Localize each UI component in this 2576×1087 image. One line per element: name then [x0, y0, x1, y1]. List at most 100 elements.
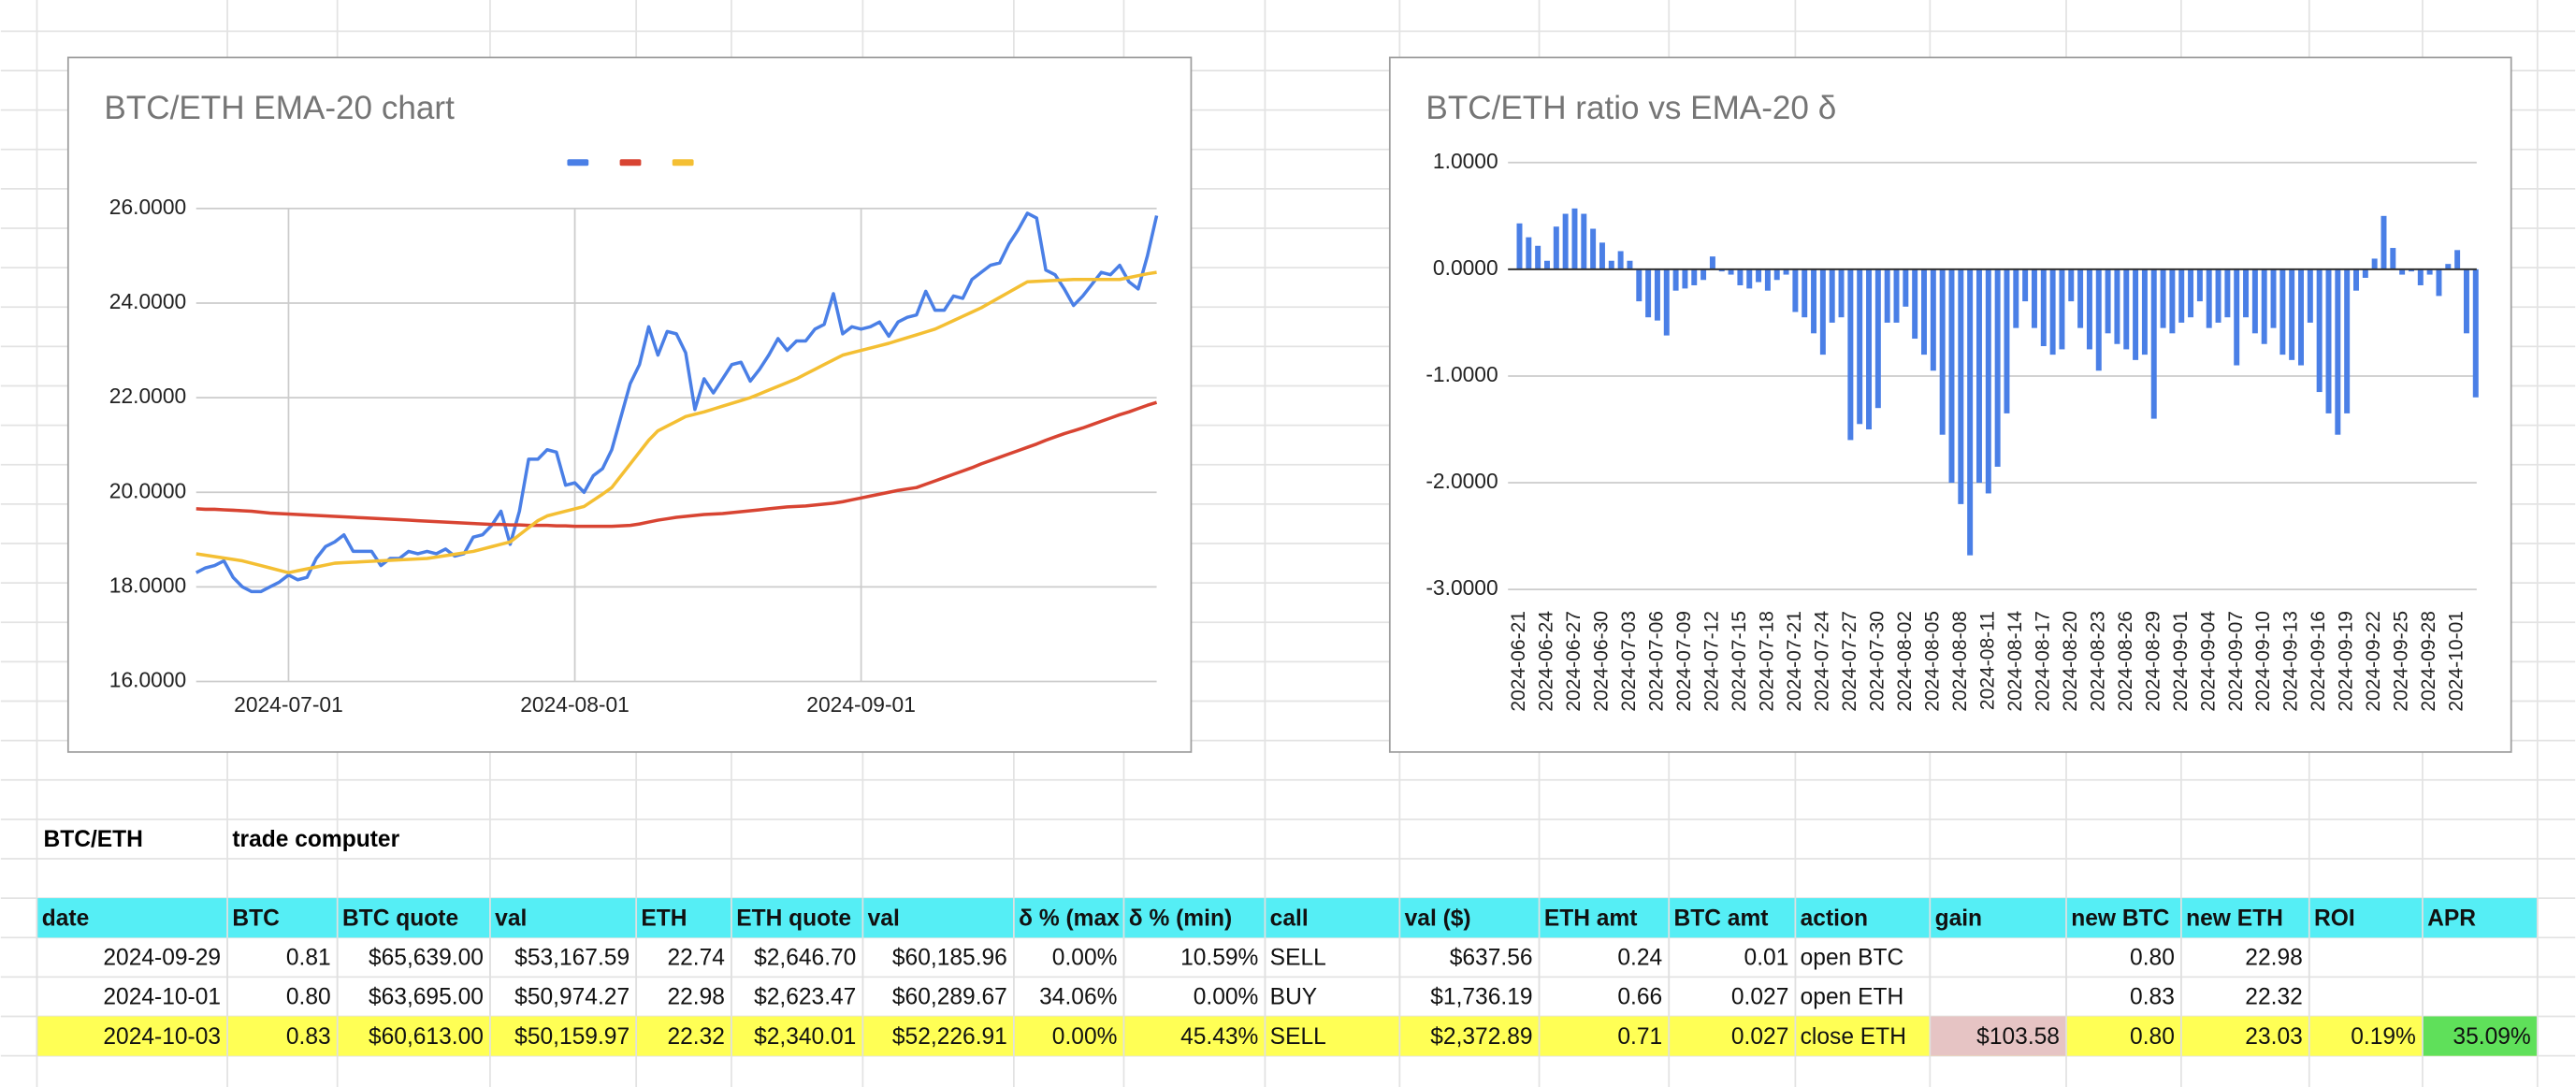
table-cell: 0.81 [286, 946, 331, 971]
bar [1802, 268, 1808, 318]
bar [1608, 260, 1614, 269]
x-tick-label: 2024-06-21 [1508, 611, 1529, 712]
bar [2243, 268, 2250, 318]
bar [1627, 260, 1633, 269]
header-cell: action [1801, 906, 1868, 931]
table-cell: 22.74 [667, 946, 724, 971]
table-cell: $60,185.96 [892, 946, 1007, 971]
bar [1975, 268, 1982, 484]
bar [1516, 223, 1523, 269]
header-cell: new BTC [2071, 906, 2169, 931]
bar [2307, 268, 2313, 323]
x-tick-label: 2024-07-15 [1729, 611, 1750, 712]
bar [1535, 245, 1541, 269]
bar [1663, 268, 1670, 336]
header-cell: new ETH [2186, 906, 2283, 931]
bar [2169, 268, 2176, 334]
header-cell: δ % (max [1019, 906, 1120, 931]
bar [1764, 268, 1771, 291]
table-cell: 0.00% [1052, 1024, 1118, 1050]
bar [2160, 268, 2166, 328]
line-series [195, 211, 1159, 594]
bar [2150, 268, 2157, 419]
x-tick-label: 2024-09-04 [2197, 611, 2219, 712]
table-cell: 45.43% [1180, 1024, 1258, 1050]
header-cell: val [495, 906, 527, 931]
bar [2049, 268, 2056, 355]
bar [1718, 268, 1725, 272]
bar [2188, 268, 2194, 318]
bar [1654, 268, 1660, 321]
bar [2261, 268, 2267, 344]
table-cell: $60,613.00 [369, 1024, 484, 1050]
bar [1994, 268, 2001, 467]
table-cell: 0.66 [1617, 985, 1662, 1010]
bar [1700, 268, 1707, 281]
header-cell: BTC amt [1673, 906, 1768, 931]
bar [1930, 268, 1936, 371]
table-cell: $2,646.70 [754, 946, 856, 971]
bar [1948, 268, 1955, 484]
table-cell: 0.01 [1744, 946, 1789, 971]
y-tick-label: 26.0000 [109, 195, 186, 219]
table-cell: 0.83 [2130, 985, 2175, 1010]
table-cell: $2,372.89 [1430, 1024, 1532, 1050]
bar [1636, 268, 1643, 302]
table-cell: $637.56 [1450, 946, 1533, 971]
table-cell: SELL [1270, 1024, 1326, 1050]
table-cell: $2,340.01 [754, 1024, 856, 1050]
table-cell: $103.58 [1976, 1024, 2060, 1050]
bar [1553, 226, 1559, 269]
chart-title: BTC/ETH ratio vs EMA-20 δ [1425, 90, 1836, 126]
sheet-name: BTC/ETH [43, 827, 142, 852]
bar [1590, 228, 1597, 269]
y-tick-label: 16.0000 [109, 667, 186, 691]
bar [2040, 268, 2047, 347]
table-cell: $52,226.91 [892, 1024, 1007, 1050]
table-cell: 0.24 [1617, 946, 1662, 971]
bar [2426, 268, 2433, 275]
header-cell: ETH [641, 906, 687, 931]
chart-frame[interactable] [66, 56, 1193, 753]
bar [1792, 268, 1799, 312]
legend-swatch [672, 159, 694, 167]
x-tick-label: 2024-09-07 [2225, 611, 2247, 712]
table-cell: 2024-10-03 [103, 1024, 221, 1050]
bar [1847, 268, 1854, 441]
table-cell: open ETH [1801, 985, 1904, 1010]
bar [1737, 268, 1744, 285]
x-tick-label: 2024-07-21 [1784, 611, 1805, 712]
bar [2279, 268, 2286, 355]
bar [1709, 256, 1715, 269]
bar [2077, 268, 2084, 328]
bar [2344, 268, 2351, 413]
bar [1783, 268, 1789, 275]
x-tick-label: 2024-08-11 [1976, 611, 1998, 710]
bar [1829, 268, 1835, 323]
bar [2436, 268, 2442, 297]
x-tick-label: 2024-07-27 [1839, 611, 1860, 712]
header-cell: δ % (min) [1129, 906, 1232, 931]
bar [2408, 268, 2414, 272]
bar [2445, 264, 2452, 269]
bar [2114, 268, 2120, 344]
bar [2472, 268, 2479, 398]
header-cell: ETH quote [736, 906, 851, 931]
table-cell: 0.027 [1731, 985, 1788, 1010]
table-cell: 22.32 [667, 1024, 724, 1050]
bar [1544, 260, 1550, 269]
x-tick-label: 2024-09-10 [2252, 611, 2274, 712]
x-tick-label: 2024-09-25 [2391, 611, 2412, 712]
bar [1985, 268, 1991, 494]
x-tick-label: 2024-07-01 [234, 692, 343, 717]
line-series [195, 400, 1158, 529]
table-cell: $63,695.00 [369, 985, 484, 1010]
table-cell: close ETH [1801, 1024, 1906, 1050]
table-cell: 0.80 [2130, 946, 2175, 971]
y-tick-label: -2.0000 [1425, 469, 1498, 493]
bar [1645, 268, 1652, 318]
chart-title: BTC/ETH EMA-20 chart [104, 90, 455, 126]
x-tick-label: 2024-08-17 [2032, 611, 2053, 712]
x-tick-label: 2024-09-01 [2170, 611, 2192, 712]
